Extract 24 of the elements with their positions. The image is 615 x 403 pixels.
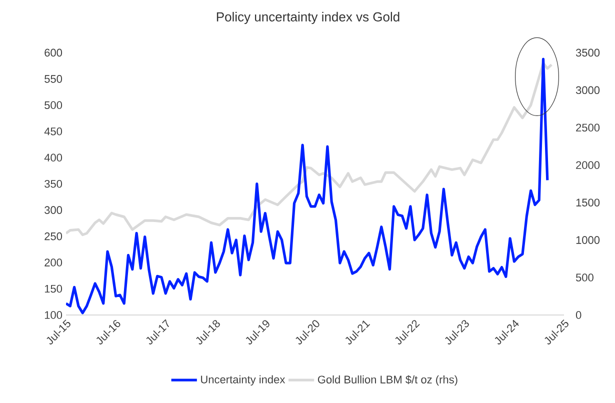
- y2-tick-label: 500: [576, 274, 594, 282]
- y-tick-label: 150: [44, 284, 62, 293]
- y-tick-label: 400: [44, 154, 62, 162]
- chart-title: Policy uncertainty index vs Gold: [216, 12, 400, 24]
- y-tick-label: 200: [44, 258, 62, 266]
- y2-tick-label: 1000: [576, 236, 600, 244]
- y2-tick-label: 2000: [576, 161, 600, 169]
- line-series: [66, 58, 549, 314]
- y2-tick-label: 1500: [576, 198, 600, 206]
- y-tick-label: 300: [44, 206, 62, 214]
- y-tick-label: 450: [44, 128, 62, 136]
- legend-label: Gold Bullion LBM $/t oz (rhs): [318, 375, 458, 386]
- y-tick-label: 500: [44, 101, 62, 110]
- y2-tick-label: 3500: [576, 48, 600, 57]
- y-tick-label: 100: [44, 311, 62, 319]
- y2-tick-label: 3000: [576, 86, 600, 94]
- y-tick-label: 600: [44, 48, 62, 57]
- line-series: [66, 62, 553, 236]
- y-tick-label: 550: [44, 75, 62, 83]
- y2-tick-label: 0: [576, 311, 582, 319]
- y-tick-label: 350: [44, 180, 62, 188]
- legend-label: Uncertainty index: [201, 375, 286, 386]
- y2-tick-label: 2500: [576, 124, 600, 132]
- y-tick-label: 250: [44, 232, 62, 240]
